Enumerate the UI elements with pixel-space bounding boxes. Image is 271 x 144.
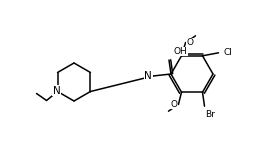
Text: N: N [144, 71, 152, 81]
Text: Br: Br [205, 110, 215, 119]
Text: O: O [170, 100, 178, 109]
Text: Cl: Cl [224, 48, 232, 57]
Text: N: N [53, 86, 60, 95]
Text: O: O [186, 38, 193, 47]
Text: OH: OH [174, 47, 188, 56]
